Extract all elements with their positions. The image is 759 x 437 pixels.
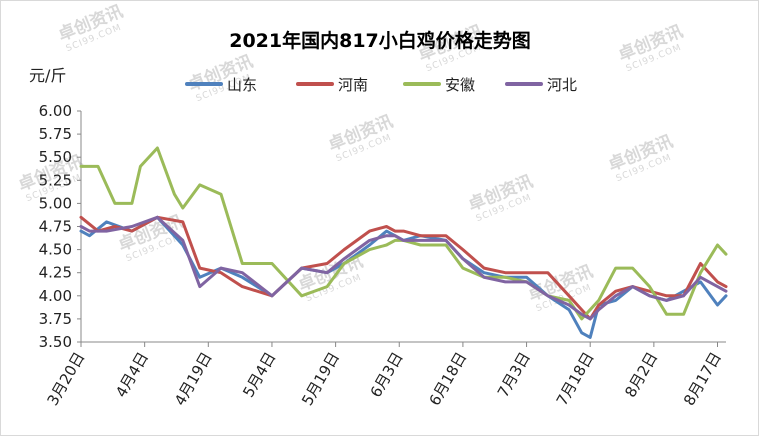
series-line — [79, 146, 728, 321]
x-tick-label: 5月4日 — [239, 349, 279, 401]
y-tick-label: 3.50 — [39, 333, 72, 351]
legend-label: 河北 — [547, 76, 577, 94]
y-tick-label: 5.75 — [39, 125, 72, 143]
x-tick-label: 3月20日 — [44, 349, 89, 409]
y-axis-unit: 元/斤 — [29, 66, 66, 85]
series-line — [79, 215, 728, 321]
y-tick-label: 5.00 — [39, 194, 72, 212]
legend: 山东 河南 安徽 河北 — [185, 76, 577, 94]
y-tick-label: 4.75 — [39, 218, 72, 236]
chart-title: 2021年国内817小白鸡价格走势图 — [229, 29, 531, 52]
x-tick-label: 6月3日 — [367, 349, 407, 401]
y-tick-label: 5.50 — [39, 148, 72, 166]
x-tick-label: 5月19日 — [298, 349, 343, 409]
x-tick-label: 8月17日 — [680, 349, 725, 409]
x-tick-label: 4月19日 — [171, 349, 216, 409]
y-tick-label: 5.25 — [39, 171, 72, 189]
legend-label: 山东 — [227, 76, 257, 94]
x-tick-label: 6月18日 — [425, 349, 470, 409]
y-tick-label: 4.25 — [39, 264, 72, 282]
x-axis: 3月20日 4月4日 4月19日 5月4日 5月19日 6月3日 6月18日 7月3日 7月18… — [44, 341, 726, 409]
y-axis: 6.00 5.75 5.50 5.25 5.00 4.75 4.50 4.25 4.00 3.75… — [39, 102, 82, 351]
legend-label: 河南 — [338, 76, 368, 94]
x-tick-label: 4月4日 — [112, 349, 152, 401]
x-tick-label: 7月18日 — [553, 349, 598, 409]
y-tick-label: 3.75 — [39, 310, 72, 328]
y-tick-label: 4.50 — [39, 241, 72, 259]
y-tick-label: 4.00 — [39, 287, 72, 305]
plot-area — [79, 146, 728, 339]
y-tick-label: 6.00 — [39, 102, 72, 120]
x-tick-label: 7月3日 — [494, 349, 534, 401]
x-tick-label: 8月2日 — [621, 349, 661, 401]
legend-label: 安徽 — [445, 76, 475, 94]
